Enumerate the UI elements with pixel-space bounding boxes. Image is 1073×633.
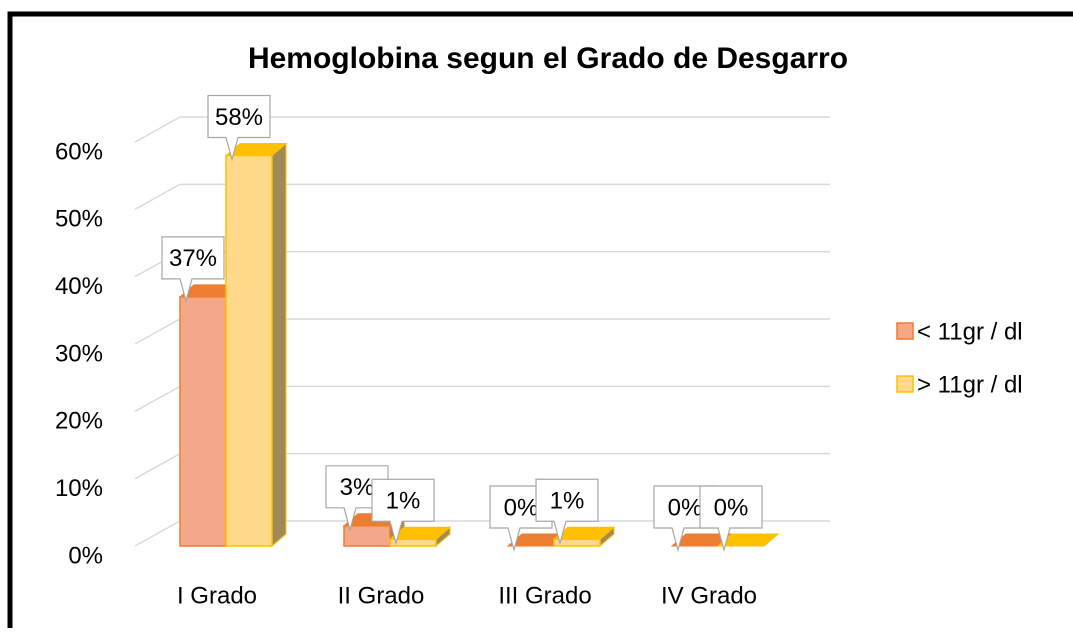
value-label: 37% bbox=[169, 245, 217, 272]
value-label: 1% bbox=[386, 488, 421, 515]
callout bbox=[207, 94, 271, 162]
bar-side bbox=[271, 142, 287, 548]
x-tick-label: III Grado bbox=[498, 582, 591, 609]
value-label: 1% bbox=[550, 488, 585, 515]
y-tick-label: 40% bbox=[55, 273, 103, 300]
y-tick-label: 60% bbox=[55, 138, 103, 165]
value-label: 0% bbox=[504, 494, 539, 521]
legend-label: < 11gr / dl bbox=[917, 318, 1023, 345]
y-tick-label: 10% bbox=[55, 475, 103, 502]
legend-swatch bbox=[896, 375, 914, 393]
x-tick-label: I Grado bbox=[177, 582, 257, 609]
value-label: 3% bbox=[340, 474, 375, 501]
legend-swatch bbox=[896, 322, 914, 340]
value-label: 58% bbox=[215, 104, 263, 131]
callout bbox=[161, 236, 225, 304]
callout bbox=[371, 478, 435, 546]
bar bbox=[225, 154, 273, 547]
grid-line bbox=[134, 116, 830, 143]
x-tick-label: IV Grado bbox=[661, 582, 757, 609]
grid-line bbox=[134, 183, 830, 210]
legend-label: > 11gr / dl bbox=[917, 371, 1023, 398]
value-label: 0% bbox=[668, 494, 703, 521]
value-label: 0% bbox=[714, 494, 749, 521]
y-tick-label: 20% bbox=[55, 408, 103, 435]
y-tick-label: 30% bbox=[55, 340, 103, 367]
callout bbox=[699, 485, 763, 553]
bar bbox=[179, 296, 227, 547]
y-tick-label: 0% bbox=[68, 542, 103, 569]
chart-title: Hemoglobina segun el Grado de Desgarro bbox=[248, 42, 848, 75]
x-tick-label: II Grado bbox=[338, 582, 425, 609]
y-tick-label: 50% bbox=[55, 206, 103, 233]
bar bbox=[343, 525, 391, 547]
callout bbox=[535, 478, 599, 546]
